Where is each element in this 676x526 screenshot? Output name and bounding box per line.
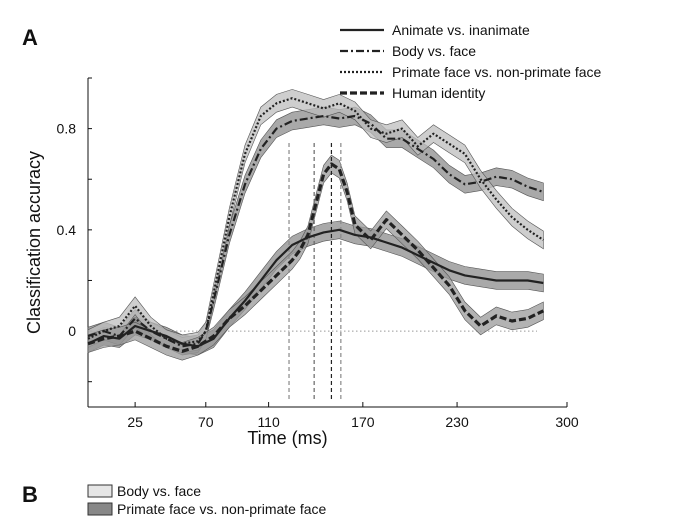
y-axis-title: Classification accuracy [24, 151, 44, 334]
x-tick-label: 230 [445, 414, 469, 430]
panel-b-entry-1: Primate face vs. non-primate face [117, 501, 327, 517]
series-line-3 [87, 162, 545, 353]
series-band-3 [87, 154, 544, 361]
panel-b-swatch-1 [87, 502, 113, 516]
x-tick-label: 110 [257, 414, 280, 430]
legend-entry-2: Primate face vs. non-primate face [392, 64, 602, 80]
plot-area: 0 0.4 0.8 25 70 110 170 230 300 Time (ms) Classifi… [24, 77, 579, 448]
x-tick-label: 70 [198, 414, 214, 430]
panel-b-legend: Body vs. face Primate face vs. non-primat… [87, 483, 327, 517]
panel-b-label: B [22, 482, 38, 507]
x-tick-label: 300 [555, 414, 579, 430]
legend-entry-3: Human identity [392, 85, 485, 101]
y-tick-label: 0 [68, 323, 76, 339]
x-axis-title: Time (ms) [247, 428, 327, 448]
y-tick-label: 0.8 [57, 121, 77, 137]
panel-a-label: A [22, 25, 38, 50]
legend: Animate vs. inanimate Body vs. face Primat… [340, 22, 602, 101]
panel-b-entry-0: Body vs. face [117, 483, 201, 499]
x-tick-label: 25 [127, 414, 143, 430]
legend-entry-1: Body vs. face [392, 43, 476, 59]
y-tick-label: 0.4 [57, 222, 77, 238]
x-tick-label: 170 [351, 414, 375, 430]
legend-entry-0: Animate vs. inanimate [392, 22, 530, 38]
series-line-2 [87, 97, 544, 345]
panel-b-swatch-0 [87, 484, 113, 498]
